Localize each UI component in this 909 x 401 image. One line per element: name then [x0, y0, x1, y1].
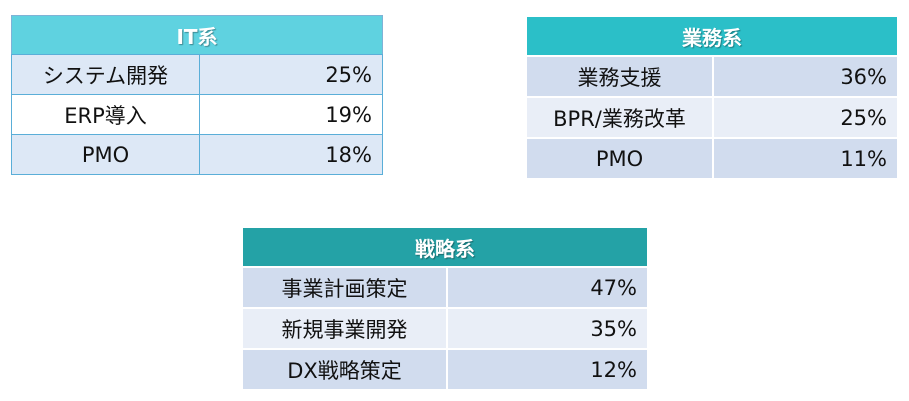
- table-row: PMO 11%: [527, 137, 897, 178]
- row-value: 19%: [199, 94, 383, 135]
- row-label: PMO: [527, 137, 713, 178]
- table-row: PMO 18%: [11, 134, 383, 175]
- table-row: BPR/業務改革 25%: [527, 96, 897, 138]
- table-row: ERP導入 19%: [11, 94, 383, 135]
- row-value: 25%: [712, 96, 897, 138]
- business-table: 業務系 業務支援 36% BPR/業務改革 25% PMO 11%: [527, 17, 897, 178]
- row-label: 業務支援: [527, 55, 713, 97]
- row-label: システム開発: [11, 54, 200, 95]
- row-label: BPR/業務改革: [527, 96, 713, 138]
- strategy-table: 戦略系 事業計画策定 47% 新規事業開発 35% DX戦略策定 12%: [243, 228, 647, 389]
- business-table-title: 業務系: [527, 17, 897, 56]
- row-value: 25%: [199, 54, 383, 95]
- table-header-row: IT系: [11, 15, 383, 55]
- row-value: 36%: [712, 55, 897, 97]
- table-row: 業務支援 36%: [527, 55, 897, 97]
- table-row: 新規事業開発 35%: [243, 307, 647, 349]
- table-row: システム開発 25%: [11, 54, 383, 95]
- row-value: 18%: [199, 134, 383, 175]
- row-value: 11%: [712, 137, 897, 178]
- it-table: IT系 システム開発 25% ERP導入 19% PMO 18%: [11, 15, 383, 175]
- row-value: 35%: [446, 307, 647, 349]
- row-label: ERP導入: [11, 94, 200, 135]
- it-table-title: IT系: [11, 15, 383, 55]
- table-header-row: 戦略系: [243, 228, 647, 267]
- row-label: 新規事業開発: [243, 307, 447, 349]
- row-label: DX戦略策定: [243, 348, 447, 389]
- strategy-table-title: 戦略系: [243, 228, 647, 267]
- row-label: PMO: [11, 134, 200, 175]
- row-label: 事業計画策定: [243, 266, 447, 308]
- table-header-row: 業務系: [527, 17, 897, 56]
- table-row: DX戦略策定 12%: [243, 348, 647, 389]
- row-value: 12%: [446, 348, 647, 389]
- table-row: 事業計画策定 47%: [243, 266, 647, 308]
- row-value: 47%: [446, 266, 647, 308]
